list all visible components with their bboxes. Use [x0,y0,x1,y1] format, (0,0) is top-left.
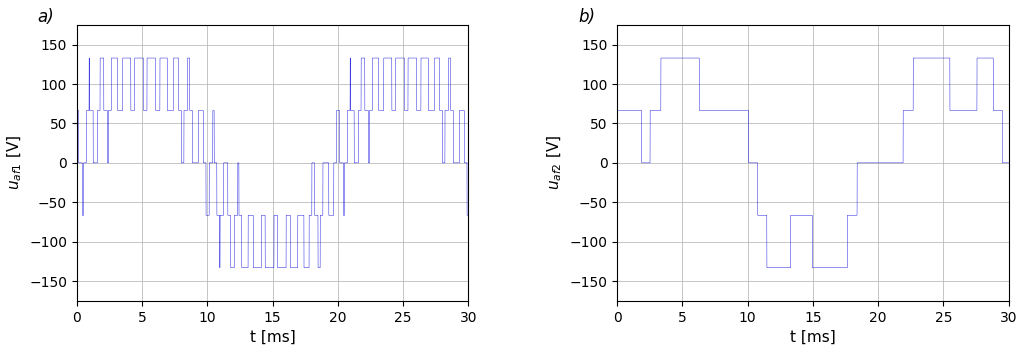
Text: a): a) [38,8,54,26]
X-axis label: t [ms]: t [ms] [250,330,296,345]
Y-axis label: $u_{af1}$ [V]: $u_{af1}$ [V] [5,135,24,190]
Y-axis label: $u_{af2}$ [V]: $u_{af2}$ [V] [546,135,564,190]
X-axis label: t [ms]: t [ms] [790,330,836,345]
Text: b): b) [578,8,595,26]
